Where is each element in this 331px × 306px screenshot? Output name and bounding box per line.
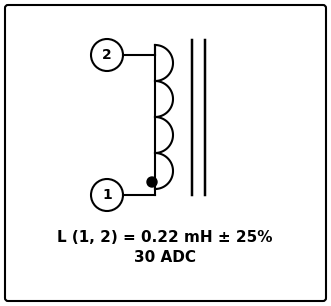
- Circle shape: [147, 177, 157, 187]
- Text: 1: 1: [102, 188, 112, 202]
- Text: 30 ADC: 30 ADC: [134, 249, 196, 264]
- FancyBboxPatch shape: [5, 5, 326, 301]
- Text: 2: 2: [102, 48, 112, 62]
- Text: L (1, 2) = 0.22 mH ± 25%: L (1, 2) = 0.22 mH ± 25%: [57, 230, 273, 245]
